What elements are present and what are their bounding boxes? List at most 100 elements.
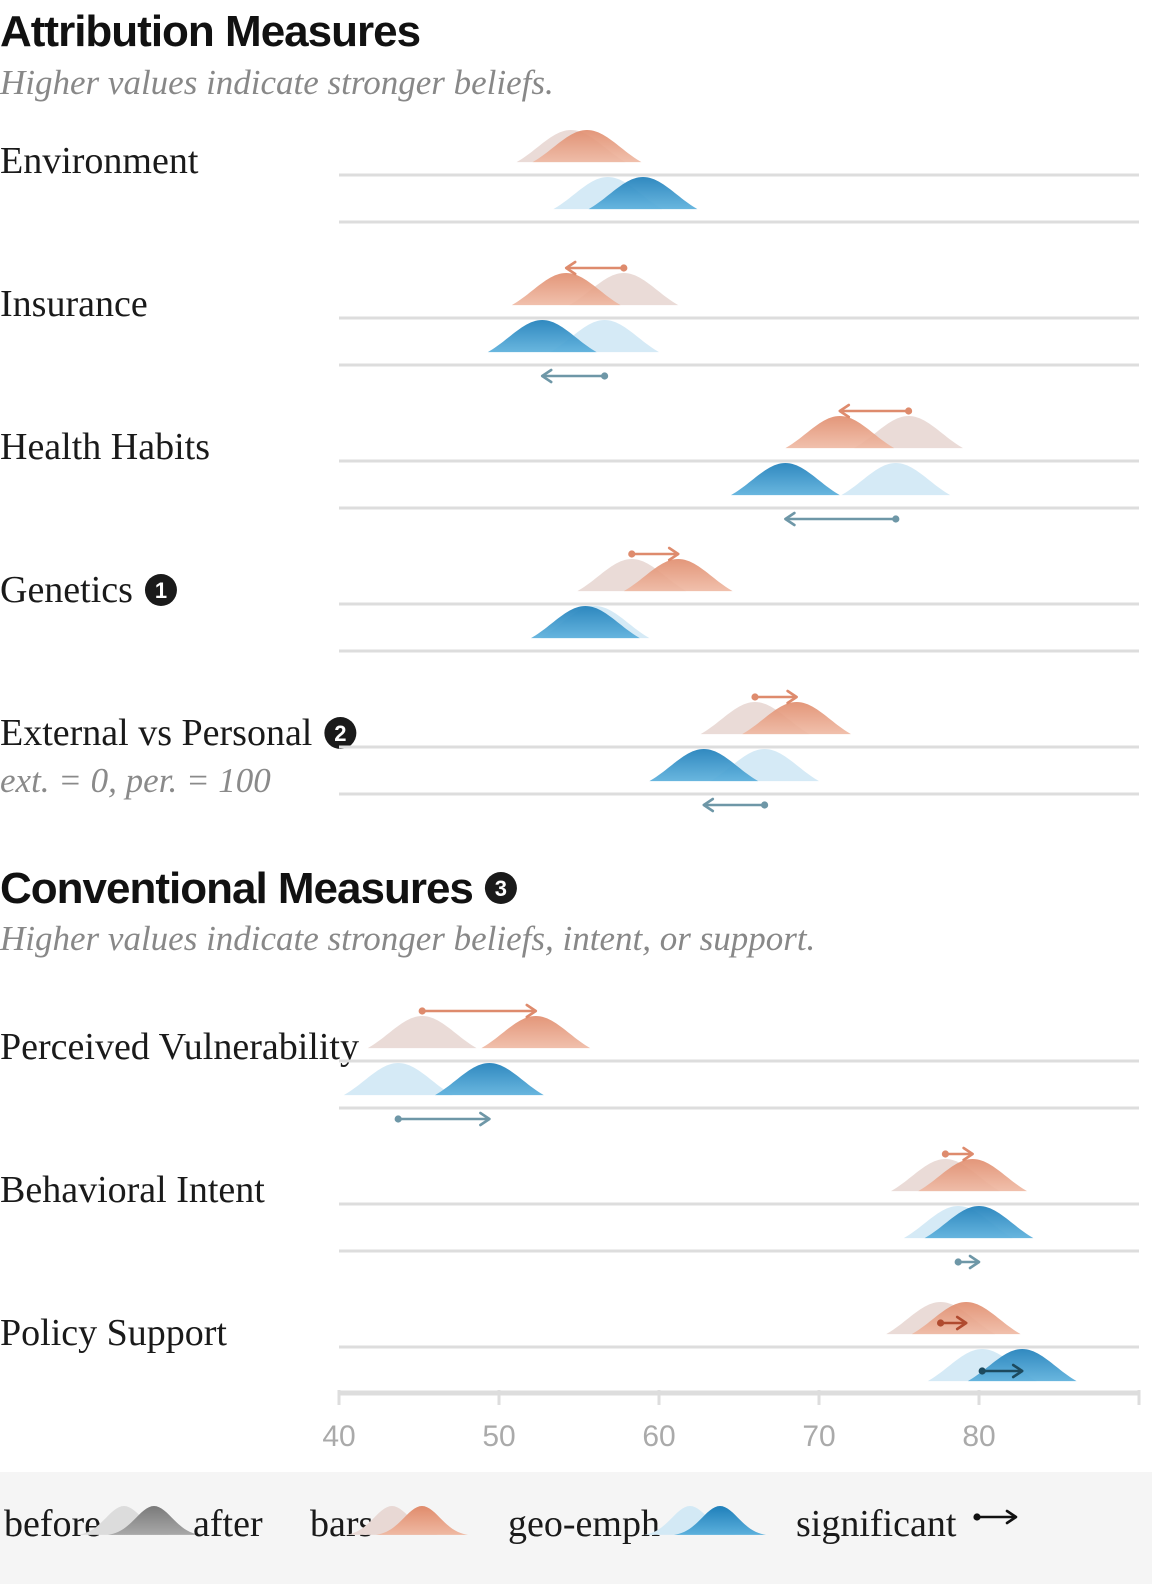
bars-significant-arrow-dot bbox=[941, 1150, 950, 1158]
row-genetics: Genetics 1 bbox=[0, 546, 1139, 653]
row-badge-circle bbox=[324, 717, 357, 749]
geo-significant-arrow-head bbox=[1011, 1363, 1024, 1379]
bars-after-curve bbox=[918, 1159, 1027, 1192]
bars-significant-arrow-head bbox=[962, 1146, 974, 1162]
row-badge-number: 2 bbox=[334, 721, 346, 746]
legend-significant-arrow bbox=[973, 1509, 1018, 1525]
geo-significant-arrow-dot bbox=[954, 1258, 962, 1266]
geo-after-curve bbox=[967, 1349, 1077, 1382]
legend-after-curve bbox=[108, 1506, 200, 1535]
bars-significant-arrow bbox=[628, 546, 680, 562]
bars-significant-arrow bbox=[418, 1003, 538, 1019]
row-label: Health Habits bbox=[0, 426, 210, 468]
row-label: Policy Support bbox=[0, 1312, 227, 1354]
bars-significant-arrow-head bbox=[564, 260, 577, 276]
geo-after-curve bbox=[924, 1206, 1034, 1239]
bars-significant-arrow-dot bbox=[751, 693, 759, 701]
legend-geo-after-curve bbox=[674, 1506, 766, 1535]
geo-significant-arrow bbox=[702, 797, 769, 813]
bars-significant-arrow-dot bbox=[418, 1007, 426, 1015]
geo-significant-arrow-dot bbox=[394, 1115, 402, 1123]
bars-significant-arrow bbox=[941, 1146, 974, 1162]
bars-after-curve bbox=[532, 130, 642, 163]
legend-before-label: before bbox=[4, 1503, 101, 1545]
geo-significant-arrow bbox=[954, 1254, 981, 1270]
legend-after-label: after bbox=[193, 1503, 263, 1545]
bars-significant-arrow-dot bbox=[905, 407, 913, 415]
geo-significant-arrow-head bbox=[540, 368, 553, 384]
row-label: External vs Personal bbox=[0, 712, 312, 754]
geo-significant-arrow-head bbox=[702, 797, 715, 813]
bars-significant-arrow-dot bbox=[620, 264, 628, 272]
bars-significant-arrow bbox=[937, 1315, 968, 1331]
section-badge-circle bbox=[484, 872, 517, 904]
bars-after-curve bbox=[511, 273, 621, 306]
row-badge-circle bbox=[144, 574, 177, 606]
geo-significant-arrow-dot bbox=[978, 1367, 986, 1375]
row-label: Genetics bbox=[0, 569, 133, 611]
geo-before-curve bbox=[841, 463, 951, 496]
bars-significant-arrow-dot bbox=[628, 550, 636, 558]
row-label: Insurance bbox=[0, 283, 148, 325]
legend: before after bars geo-emph significant bbox=[0, 1472, 1152, 1584]
row-label: Behavioral Intent bbox=[0, 1169, 265, 1211]
legend-background bbox=[0, 1472, 1152, 1584]
geo-significant-arrow-head bbox=[968, 1254, 981, 1270]
row-label: Perceived Vulnerability bbox=[0, 1026, 359, 1068]
bars-significant-arrow-head bbox=[786, 689, 798, 705]
geo-significant-arrow-dot bbox=[892, 515, 900, 523]
geo-significant-arrow bbox=[978, 1363, 1024, 1379]
section-title: Attribution Measures bbox=[0, 7, 420, 56]
row-badge: 1 bbox=[144, 574, 177, 606]
row-behavioral-intent: Behavioral Intent bbox=[0, 1146, 1139, 1270]
section-subtitle: Higher values indicate stronger beliefs. bbox=[0, 63, 554, 102]
bars-after-curve bbox=[623, 559, 733, 592]
bars-after-curve bbox=[742, 702, 851, 735]
bars-after-curve bbox=[481, 1016, 591, 1049]
geo-significant-arrow bbox=[394, 1111, 491, 1127]
geo-significant-arrow bbox=[540, 368, 609, 384]
legend-arrow-head bbox=[1005, 1509, 1018, 1525]
x-tick-label: 60 bbox=[642, 1420, 675, 1453]
bars-before-curve bbox=[367, 1016, 477, 1049]
legend-bars-label: bars bbox=[310, 1503, 373, 1545]
geo-after-curve bbox=[487, 320, 597, 353]
x-tick-label: 40 bbox=[322, 1420, 355, 1453]
row-health-habits: Health Habits bbox=[0, 403, 1139, 527]
legend-geo-label: geo-emph bbox=[508, 1503, 660, 1545]
section-subtitle: Higher values indicate stronger beliefs,… bbox=[0, 919, 815, 958]
section-badge: 3 bbox=[484, 872, 517, 904]
section-0: Attribution Measures Higher values indica… bbox=[0, 7, 1139, 813]
legend-bars-after-curve bbox=[376, 1506, 468, 1535]
geo-significant-arrow bbox=[784, 511, 900, 527]
legend-significant-label: significant bbox=[796, 1503, 957, 1545]
geo-after-curve bbox=[588, 177, 698, 210]
geo-before-curve bbox=[343, 1063, 453, 1096]
bars-significant-arrow bbox=[564, 260, 628, 276]
bars-significant-arrow bbox=[838, 403, 913, 419]
row-environment: Environment bbox=[0, 130, 1139, 224]
x-tick-label: 50 bbox=[482, 1420, 515, 1453]
bars-significant-arrow-head bbox=[525, 1003, 538, 1019]
row-external-vs-personal: External vs Personal 2 ext. = 0, per. = 10… bbox=[0, 689, 1139, 813]
geo-after-curve bbox=[731, 463, 840, 496]
x-axis: 40 50 60 70 80 bbox=[322, 1390, 1141, 1453]
bars-significant-arrow-head bbox=[955, 1315, 968, 1331]
bars-after-curve bbox=[785, 416, 895, 449]
geo-significant-arrow-head bbox=[479, 1111, 491, 1127]
bars-significant-arrow bbox=[751, 689, 798, 705]
row-note: ext. = 0, per. = 100 bbox=[0, 761, 271, 800]
section-title: Conventional Measures bbox=[0, 864, 473, 913]
legend-arrow-dot bbox=[973, 1513, 981, 1521]
row-insurance: Insurance bbox=[0, 260, 1139, 384]
row-badge: 2 bbox=[324, 717, 357, 749]
row-policy-support: Policy Support bbox=[0, 1302, 1139, 1396]
sections-layer: Attribution Measures Higher values indica… bbox=[0, 7, 1139, 1396]
row-badge-number: 1 bbox=[155, 578, 167, 603]
section-badge-number: 3 bbox=[495, 876, 507, 901]
geo-after-curve bbox=[531, 606, 640, 639]
geo-after-curve bbox=[649, 749, 759, 782]
geo-after-curve bbox=[435, 1063, 544, 1096]
row-label: Environment bbox=[0, 140, 199, 182]
